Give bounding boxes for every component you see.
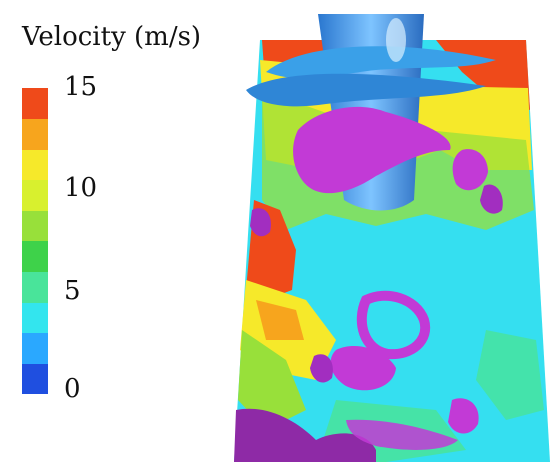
isosurface-lower-left: [310, 354, 333, 383]
velocity-colorbar: [22, 88, 48, 395]
isosurface-central: [293, 106, 451, 194]
colorbar-swatch: [22, 271, 48, 303]
isosurface-right-edge: [480, 184, 503, 214]
impeller-hub-highlight: [386, 18, 406, 62]
tick-label-5: 5: [64, 276, 81, 306]
colorbar-swatch: [22, 332, 48, 364]
tick-label-10: 10: [64, 173, 98, 203]
tick-label-0: 0: [64, 374, 81, 404]
isosurface-bottom-strip: [346, 419, 458, 450]
impeller-blade-upper: [266, 46, 496, 79]
legend-title: Velocity (m/s): [22, 22, 202, 52]
colorbar-swatch: [22, 118, 48, 150]
colorbar-swatch: [22, 210, 48, 242]
isosurface-bottom-right: [448, 398, 479, 434]
colorbar-swatch: [22, 179, 48, 211]
region-left-green: [238, 330, 306, 430]
cfd-velocity-contour: [234, 14, 550, 462]
region-right-green: [476, 330, 544, 420]
colorbar-swatch: [22, 149, 48, 181]
colorbar-swatch: [22, 241, 48, 273]
tick-label-15: 15: [64, 72, 98, 102]
colorbar-swatch: [22, 302, 48, 334]
region-left-orange: [256, 300, 304, 340]
isosurface-right-small: [452, 149, 488, 191]
isosurface-lower-blob: [330, 346, 396, 391]
impeller-blade-lower: [246, 73, 486, 107]
isosurface-ring: [356, 290, 431, 360]
isosurface-bottom-left: [234, 408, 376, 462]
colorbar-swatch: [22, 363, 48, 395]
isosurface-left-edge: [250, 208, 271, 237]
colorbar-swatch: [22, 88, 48, 120]
